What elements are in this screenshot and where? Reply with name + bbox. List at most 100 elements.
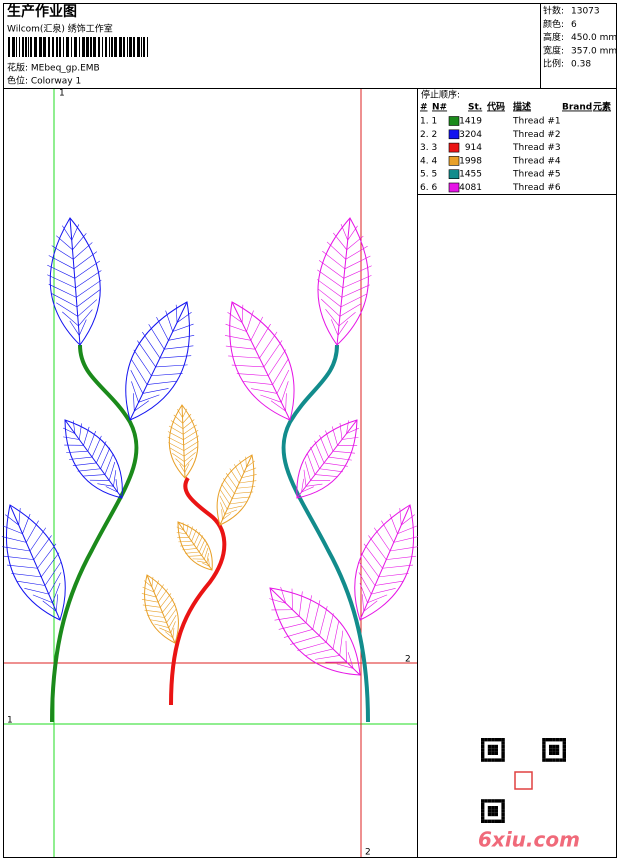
barcode-bar [147,37,148,57]
leaf-vein [224,509,238,515]
qr-module [501,751,505,755]
leaf-vein [69,320,80,336]
qr-module [498,758,502,762]
stat-label: 高度: [543,31,564,43]
leaf-vein [142,331,161,359]
leaf-midrib [269,587,361,676]
qr-module [487,738,492,742]
leaf-vein [241,474,257,479]
leaf-vein [204,547,209,560]
qr-module [481,806,485,810]
qr-module [562,744,566,749]
leaf-vein [280,586,287,604]
leaf-vein [155,364,188,368]
stat-label: 颜色: [543,18,564,30]
leaf-vein [325,308,340,327]
leaf-vein [272,359,289,385]
qr-module [481,744,485,749]
leaf-vein [401,514,415,526]
leaf-vein [78,319,87,336]
leaf-vein [185,551,200,554]
leaf-vein [71,224,80,241]
row-description: Thread #2 [512,130,561,140]
qr-module [481,755,485,759]
leaf-vein [156,316,169,341]
stat-value: 450.0 mm [571,33,617,43]
row-stitches: 3204 [459,130,482,140]
row-description: Thread #5 [512,170,561,180]
leaf-vein [291,588,293,610]
leaf-vein [44,562,62,586]
qr-module [481,748,485,752]
qr-module [491,758,495,762]
leaf-midrib [64,419,123,499]
leaf-vein [168,442,185,451]
leaf-vein [389,513,398,534]
leaf-vein [147,380,177,385]
qr-module [555,751,560,755]
leaf-vein [108,461,116,481]
qr-module [481,799,485,803]
leaf-vein [56,302,78,317]
leaf-vein [47,274,76,289]
leaf-vein [165,310,174,332]
leaf-vein [151,576,154,587]
leaf-vein [317,269,344,289]
leaf-vein [220,502,226,515]
leaf-vein [69,456,93,460]
stem [50,344,139,723]
leaf-vein [219,489,230,505]
qr-module [501,758,505,762]
leaf-vein [186,524,189,535]
leaf-vein [374,580,403,586]
qr-seal [514,771,533,790]
barcode-bar [63,37,64,57]
qr-module [494,799,498,803]
barcode-bar [82,37,85,57]
color-swatch [448,169,460,179]
outer-border [3,3,617,858]
stem [169,476,227,706]
qr-module [501,799,505,803]
qr-module [491,819,495,823]
leaf-vein [83,426,90,446]
leaf-vein [168,614,177,628]
leaf-vein [11,573,42,578]
barcode-bar [141,37,142,57]
leaf-vein [62,311,79,327]
leaf-vein [169,447,185,457]
qr-module [501,744,505,749]
color-swatch [448,129,460,140]
qr-module [494,751,498,755]
leaf-vein [29,527,47,552]
leaf-vein [51,245,74,260]
leaf-vein [164,603,176,618]
column-header: N# [432,103,447,113]
leaf-vein [393,536,419,543]
leaf-vein [297,642,327,651]
barcode-bar [8,37,10,57]
qr-module [559,738,563,742]
barcode-bar [66,37,69,57]
barcode-bar [30,37,32,57]
leaf-vein [325,613,334,643]
row-index: 5. 5 [420,170,437,180]
leaf-vein [319,468,343,473]
guide-label: 2 [365,848,371,858]
title: 生产作业图 [7,3,77,20]
leaf-vein [73,242,93,260]
leaf-vein [227,312,243,323]
leaf-vein [164,631,174,639]
leaf-vein [51,293,78,308]
leaf-vein [178,540,192,543]
leaf-vein [91,435,102,458]
leaf-vein [5,514,19,526]
leaf-midrib [9,504,61,621]
row-index: 6. 6 [420,183,437,193]
leaf-vein [339,303,362,317]
leaf-vein [368,535,387,560]
leaf-vein [343,265,372,279]
leaf-vein [223,478,235,494]
qr-module [501,802,505,806]
leaf-vein [172,323,194,332]
